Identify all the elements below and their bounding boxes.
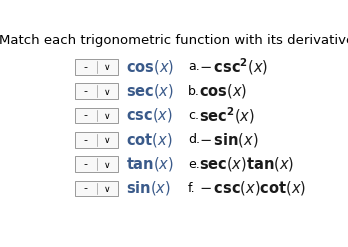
FancyBboxPatch shape xyxy=(74,132,118,147)
Text: ∨: ∨ xyxy=(104,136,111,145)
Text: -: - xyxy=(83,159,87,169)
Text: $-\,\mathbf{sin}(\mathit{x})$: $-\,\mathbf{sin}(\mathit{x})$ xyxy=(199,131,258,149)
Text: $\mathbf{sec}^{\mathbf{2}}(\mathit{x})$: $\mathbf{sec}^{\mathbf{2}}(\mathit{x})$ xyxy=(199,105,254,126)
Text: $\mathbf{cot}(\mathit{x})$: $\mathbf{cot}(\mathit{x})$ xyxy=(126,131,172,149)
Text: c.: c. xyxy=(188,109,199,122)
Text: f.: f. xyxy=(188,182,196,195)
FancyBboxPatch shape xyxy=(74,59,118,75)
Text: $\mathbf{tan}(\mathit{x})$: $\mathbf{tan}(\mathit{x})$ xyxy=(126,155,174,173)
Text: $\mathbf{cos}(\mathit{x})$: $\mathbf{cos}(\mathit{x})$ xyxy=(126,58,174,76)
Text: a.: a. xyxy=(188,60,199,73)
Text: Match each trigonometric function with its derivative.: Match each trigonometric function with i… xyxy=(0,34,348,47)
Text: ∨: ∨ xyxy=(104,161,111,169)
FancyBboxPatch shape xyxy=(74,108,118,123)
Text: -: - xyxy=(83,62,87,72)
Text: -: - xyxy=(83,135,87,145)
Text: b.: b. xyxy=(188,84,200,98)
Text: d.: d. xyxy=(188,133,200,146)
FancyBboxPatch shape xyxy=(74,181,118,196)
Text: $-\,\mathbf{csc}(\mathit{x})\mathbf{cot}(\mathit{x})$: $-\,\mathbf{csc}(\mathit{x})\mathbf{cot}… xyxy=(199,180,306,197)
Text: -: - xyxy=(83,110,87,121)
FancyBboxPatch shape xyxy=(74,156,118,172)
Text: ∨: ∨ xyxy=(104,63,111,72)
Text: ∨: ∨ xyxy=(104,112,111,121)
Text: $-\,\mathbf{csc}^{\mathbf{2}}(\mathit{x})$: $-\,\mathbf{csc}^{\mathbf{2}}(\mathit{x}… xyxy=(199,56,268,77)
Text: ∨: ∨ xyxy=(104,87,111,97)
Text: e.: e. xyxy=(188,158,199,171)
Text: $\mathbf{sin}(\mathit{x})$: $\mathbf{sin}(\mathit{x})$ xyxy=(126,180,171,197)
Text: -: - xyxy=(83,86,87,96)
Text: $\mathbf{cos}(\mathit{x})$: $\mathbf{cos}(\mathit{x})$ xyxy=(199,82,247,100)
Text: $\mathbf{sec}(\mathit{x})$: $\mathbf{sec}(\mathit{x})$ xyxy=(126,82,174,100)
Text: $\mathbf{csc}(\mathit{x})$: $\mathbf{csc}(\mathit{x})$ xyxy=(126,106,173,124)
FancyBboxPatch shape xyxy=(74,83,118,99)
Text: -: - xyxy=(83,184,87,193)
Text: $\mathbf{sec}(\mathit{x})\mathbf{tan}(\mathit{x})$: $\mathbf{sec}(\mathit{x})\mathbf{tan}(\m… xyxy=(199,155,294,173)
Text: ∨: ∨ xyxy=(104,185,111,194)
